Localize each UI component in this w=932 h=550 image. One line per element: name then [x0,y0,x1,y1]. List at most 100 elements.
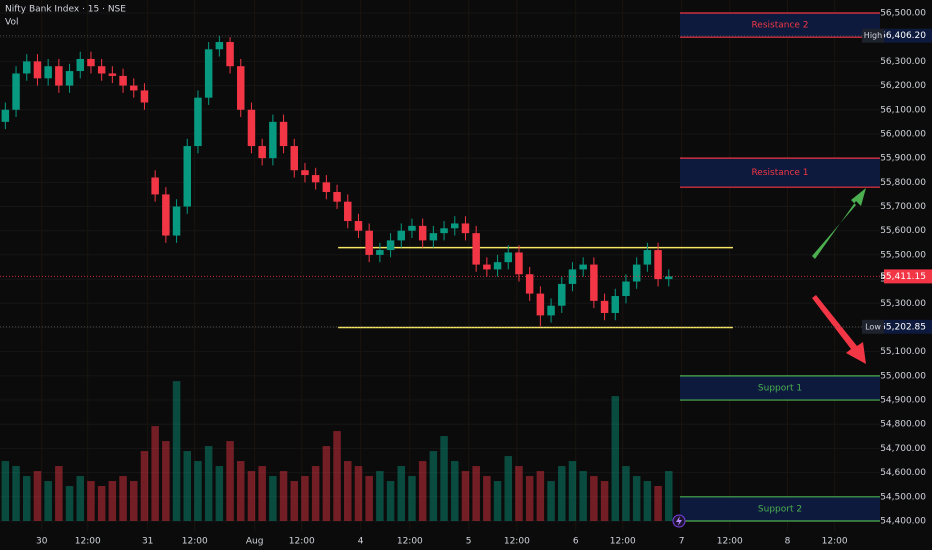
volume-bar [451,461,459,521]
x-tick-label: 4 [358,537,364,547]
volume-bar [269,476,277,521]
candle-body [33,61,42,79]
candle-body [386,240,395,251]
volume-bar [504,456,513,521]
volume-bar [76,476,84,521]
volume-bar [301,476,309,521]
candle-body [194,97,202,147]
volume-bar [237,461,245,521]
volume-bar [172,381,181,521]
volume-bar [140,451,149,521]
x-tick-label: 6 [573,537,579,547]
candle-body [76,58,84,72]
marker-tag [862,28,884,43]
candle-body [504,252,513,263]
y-tick-label: 55,100.00 [880,347,926,357]
x-tick-label: 12:00 [822,537,848,547]
volume-bar [622,466,630,521]
volume-bar [483,476,491,521]
candle-body [665,276,673,280]
volume-bar [600,481,609,521]
candle-body [97,66,106,74]
x-tick-label: 30 [36,537,48,547]
candle-body [451,223,459,229]
candle-body [65,71,74,86]
candle-body [215,42,224,50]
candle-body [301,170,309,176]
volume-bar [23,476,31,521]
y-tick-label: 55,700.00 [880,202,926,212]
volume-bar [386,481,395,521]
candle-body [515,252,523,275]
candle-body [322,182,331,193]
candle-body [87,58,95,67]
volume-bar [461,471,470,521]
y-tick-label: 54,400.00 [880,517,926,527]
y-tick-label: 54,800.00 [880,420,926,430]
candle-body [558,283,566,306]
volume-bar [440,436,448,521]
x-tick-label: Aug [246,537,264,547]
y-tick-label: 54,700.00 [880,444,926,454]
y-tick-label: 55,000.00 [880,371,926,381]
candle-body [418,225,427,241]
zone-label: Resistance 2 [751,21,808,31]
candle-body [151,177,159,195]
candle-body [525,274,534,294]
y-tick-label: 56,300.00 [880,57,926,67]
volume-bar [194,461,202,521]
volume-bar [65,486,74,521]
marker-tag [862,319,884,334]
volume-bar [579,471,587,521]
volume-bar [590,476,598,521]
volume-bar [151,426,159,521]
marker-value: 56,406.20 [880,31,926,41]
volume-bar [493,481,502,521]
zone [680,375,880,401]
candle-body [472,233,480,265]
candle-body [568,269,577,284]
candle-body [119,75,127,86]
volume-bar [547,481,555,521]
chart-title: Nifty Bank Index · 15 · NSE [5,5,126,15]
candle-body [108,73,117,76]
candle-body [354,221,363,231]
candle-body [55,66,63,86]
candle-body [408,225,416,231]
x-tick-label: 31 [142,537,153,547]
volume-bar [418,461,427,521]
candle-body [333,192,341,202]
y-tick-label: 56,500.00 [880,9,926,19]
candle-body [611,296,620,313]
y-tick-label: 54,900.00 [880,396,926,406]
candle-body [311,175,320,183]
volume-bar [290,481,299,521]
volume-bar [119,476,127,521]
x-tick-label: 5 [466,537,472,547]
zone [680,158,880,188]
y-tick-label: 55,600.00 [880,226,926,236]
volume-bar [279,471,288,521]
candle-body [226,42,234,67]
marker-value: 55,411.15 [880,272,926,282]
candle-body [183,146,192,207]
volume-bar [258,466,266,521]
x-tick-label: 8 [785,537,791,547]
lightning-glyph [676,516,682,526]
y-tick-label: 54,600.00 [880,468,926,478]
volume-bar [311,466,320,521]
volume-bar [408,476,416,521]
marker-box [884,28,932,43]
candle-body [461,223,470,234]
volume-bar [87,481,95,521]
candle-body [23,61,31,74]
volume-bar [322,446,331,521]
candle-body [622,281,630,297]
candle-body [269,121,277,159]
candle-body [536,293,545,316]
x-tick-label: 12:00 [397,537,423,547]
x-tick-label: 7 [679,537,685,547]
volume-bar [376,471,384,521]
